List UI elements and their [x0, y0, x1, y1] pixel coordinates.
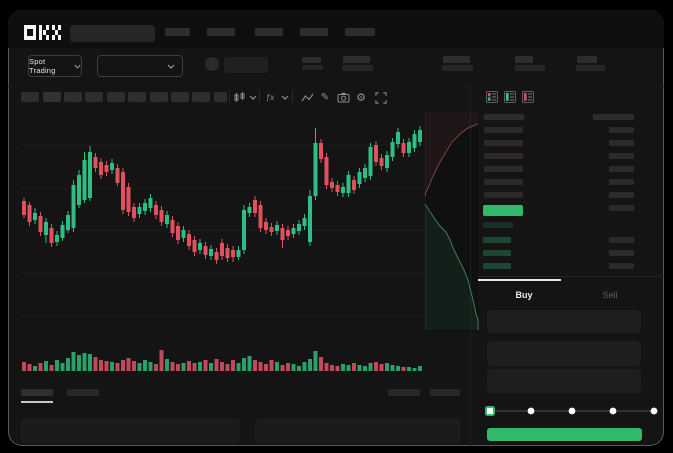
toolbar-divider — [259, 90, 260, 103]
indicators-icon[interactable]: ƒx — [265, 93, 275, 102]
timeframe-button[interactable] — [107, 92, 125, 102]
buy-tab[interactable]: Buy — [515, 290, 533, 300]
bid-price-bar[interactable] — [483, 222, 513, 228]
divider-main-right — [470, 86, 471, 446]
last-price-bar[interactable] — [483, 205, 523, 216]
toolbar-divider — [292, 90, 293, 103]
pair-icon — [205, 57, 219, 71]
camera-icon[interactable] — [336, 91, 350, 104]
history-table — [255, 418, 461, 443]
ask-price-bar[interactable] — [484, 179, 523, 185]
timeframe-button[interactable] — [171, 92, 189, 102]
ask-amount-bar — [609, 140, 634, 146]
timeframe-button[interactable] — [64, 92, 82, 102]
ask-amount-bar — [609, 179, 634, 185]
ask-amount-bar — [609, 192, 634, 198]
ask-price-bar[interactable] — [484, 140, 523, 146]
slider-stop-75 — [609, 407, 617, 415]
ask-amount-bar — [609, 127, 634, 133]
timeframe-button[interactable] — [150, 92, 168, 102]
timeframe-button[interactable] — [85, 92, 103, 102]
order-total-input[interactable] — [487, 369, 641, 393]
topbar-nav-item[interactable] — [255, 28, 283, 36]
chevron-down-icon[interactable] — [248, 91, 257, 104]
buy-submit-button[interactable] — [487, 428, 642, 441]
line-tool-icon[interactable] — [300, 91, 314, 104]
divider-depth-left — [425, 112, 426, 332]
timeframe-button[interactable] — [128, 92, 146, 102]
bid-amount-bar — [609, 263, 634, 269]
slider-stop-50 — [568, 407, 576, 415]
history-filter[interactable] — [430, 389, 460, 396]
draw-tool-icon[interactable]: ✎ — [320, 92, 330, 103]
toolbar-divider — [229, 90, 230, 103]
chevron-down-icon — [167, 64, 175, 69]
settings-icon[interactable]: ⚙ — [356, 92, 366, 104]
history-tab[interactable] — [67, 389, 99, 396]
ask-amount-bar — [609, 153, 634, 159]
ticker-stat-label — [343, 56, 370, 63]
pair-dropdown[interactable] — [97, 55, 183, 77]
timeframe-button[interactable] — [192, 92, 210, 102]
chevron-down-icon[interactable] — [280, 91, 289, 104]
chart-type-icon[interactable] — [232, 91, 246, 104]
sell-tab[interactable]: Sell — [602, 290, 618, 300]
ticker-stat-value — [342, 65, 373, 71]
history-tab[interactable] — [21, 389, 53, 396]
history-table — [21, 418, 240, 443]
ticker-stat-value — [442, 65, 473, 71]
timeframe-button[interactable] — [43, 92, 61, 102]
orderbook-asks-icon[interactable] — [522, 91, 534, 103]
orderbook-both-icon[interactable] — [486, 91, 498, 103]
ask-price-bar[interactable] — [484, 127, 523, 133]
okx-logo[interactable] — [22, 24, 64, 41]
ask-price-bar[interactable] — [484, 166, 523, 172]
chevron-down-icon — [74, 64, 81, 69]
history-filter[interactable] — [388, 389, 420, 396]
pair-name-placeholder — [224, 57, 268, 73]
topbar-nav-item[interactable] — [207, 28, 235, 36]
history-tab-underline — [21, 401, 53, 403]
timeframe-button[interactable] — [214, 92, 227, 102]
ticker-stat-label — [515, 56, 533, 63]
fullscreen-icon[interactable] — [374, 91, 388, 104]
ticker-stat-label — [577, 56, 597, 63]
ticker-stat-label — [302, 57, 321, 63]
ask-price-bar[interactable] — [484, 192, 523, 198]
ask-price-bar[interactable] — [484, 153, 523, 159]
slider-stop-25 — [527, 407, 535, 415]
order-price-input[interactable] — [487, 310, 641, 333]
market-type-label: Spot Trading — [29, 57, 56, 75]
ask-amount-bar — [609, 166, 634, 172]
orderbook-header-amount — [593, 114, 634, 120]
bid-price-bar[interactable] — [483, 250, 511, 256]
bid-amount-bar — [609, 250, 634, 256]
orderbook-bids-icon[interactable] — [504, 91, 516, 103]
divider-header — [8, 86, 664, 87]
orderbook-divider — [478, 276, 664, 277]
ticker-stat-value — [302, 65, 323, 70]
bid-price-bar[interactable] — [483, 263, 511, 269]
ticker-stat-value — [576, 65, 605, 71]
app-window: Spot Trading ƒx ✎ ⚙ — [8, 10, 664, 446]
topbar-nav-item[interactable] — [300, 28, 328, 36]
ask-amount-bar — [609, 205, 634, 211]
topbar-nav-item[interactable] — [345, 28, 375, 36]
bid-amount-bar — [609, 237, 634, 243]
timeframe-button[interactable] — [21, 92, 39, 102]
bid-price-bar[interactable] — [483, 237, 511, 243]
market-type-dropdown[interactable]: Spot Trading — [28, 55, 82, 77]
slider-handle — [485, 406, 495, 416]
slider-stop-100 — [650, 407, 658, 415]
ticker-stat-value — [515, 65, 545, 71]
topbar-nav-item[interactable] — [165, 28, 190, 36]
topbar-search-placeholder[interactable] — [70, 25, 155, 42]
buy-tab-indicator — [478, 279, 561, 281]
ticker-stat-label — [443, 56, 470, 63]
order-amount-input[interactable] — [487, 341, 641, 366]
amount-slider[interactable] — [482, 403, 662, 419]
orderbook-header-price — [484, 114, 524, 120]
